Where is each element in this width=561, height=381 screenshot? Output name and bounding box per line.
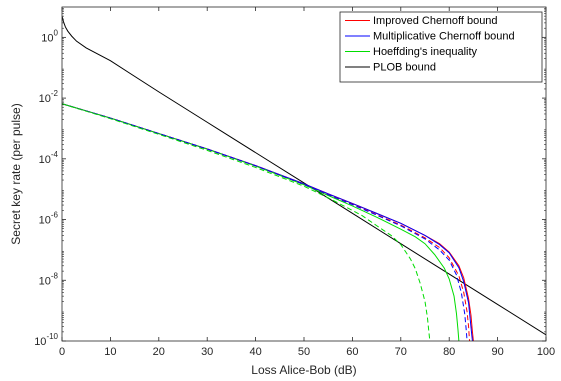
series-line-0-solid (62, 16, 546, 336)
y-tick-label: 10-6 (39, 211, 59, 227)
series-layer (62, 16, 546, 341)
legend-label: PLOB bound (373, 62, 436, 74)
series-line-5-dashed (62, 103, 468, 341)
y-tick-label: 10-4 (39, 150, 59, 166)
legend-label: Hoeffding's inequality (373, 46, 478, 58)
x-axis: 0 10 20 30 40 50 60 70 80 90 100 (59, 7, 555, 358)
y-tick-label: 10-2 (39, 89, 59, 105)
series-line-4-dashed (62, 103, 471, 341)
x-tick-label: 20 (153, 346, 165, 358)
x-tick-label: 100 (537, 346, 555, 358)
y-axis: 100 10-2 10-4 10-6 10-8 10-10 (34, 8, 546, 348)
y-tick-label: 10-10 (34, 332, 58, 348)
x-tick-label: 30 (201, 346, 213, 358)
x-tick-label: 90 (491, 346, 503, 358)
x-tick-label: 50 (298, 346, 310, 358)
x-tick-label: 60 (346, 346, 358, 358)
x-tick-label: 0 (59, 346, 65, 358)
x-tick-label: 10 (104, 346, 116, 358)
legend-box (339, 11, 543, 83)
x-axis-label: Loss Alice-Bob (dB) (251, 363, 356, 377)
x-tick-label: 70 (395, 346, 407, 358)
y-axis-label: Secret key rate (per pulse) (9, 103, 23, 244)
series-line-6-dashed (62, 103, 431, 341)
x-tick-label: 40 (249, 346, 261, 358)
y-tick-label: 100 (41, 28, 58, 44)
x-tick-label: 80 (443, 346, 455, 358)
legend-label: Multiplicative Chernoff bound (373, 31, 515, 43)
legend: Improved Chernoff bound Multiplicative Ch… (339, 11, 543, 83)
y-tick-label: 10-8 (39, 271, 59, 287)
legend-label: Improved Chernoff bound (373, 15, 498, 27)
